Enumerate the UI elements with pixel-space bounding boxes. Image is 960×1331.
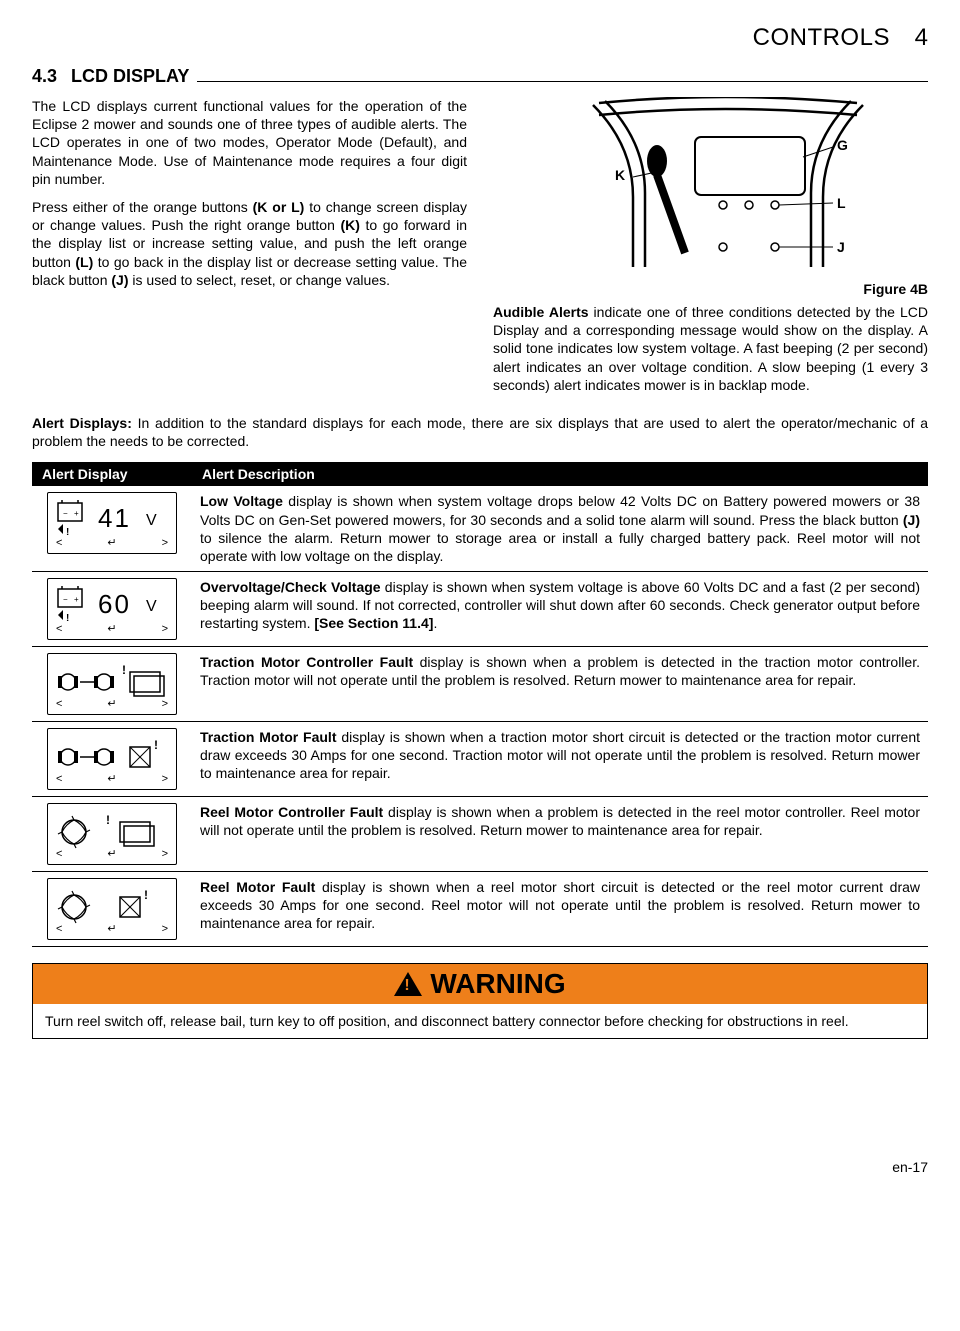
- chapter-number: 4: [915, 24, 928, 51]
- svg-text:+: +: [74, 595, 79, 604]
- section-title: 4.3 LCD DISPLAY: [32, 66, 928, 87]
- section-rule: [197, 81, 928, 82]
- table-row: ! <> ↵ Reel Motor Controller Fault displ…: [32, 797, 928, 872]
- table-row: ! <> ↵ Traction Motor Fault display is s…: [32, 722, 928, 797]
- lcd-icon: ! <> ↵: [47, 728, 177, 790]
- alerts-table: Alert Display Alert Description −+ ! 41 …: [32, 462, 928, 947]
- text-segment: In addition to the standard displays for…: [32, 415, 928, 449]
- alert-displays-bold: Alert Displays:: [32, 415, 132, 431]
- section-number: 4.3: [32, 66, 57, 87]
- button-ref-j: (J): [111, 272, 128, 288]
- alert-icon-cell: ! <> ↵: [32, 722, 192, 797]
- audible-alerts-bold: Audible Alerts: [493, 304, 589, 320]
- lcd-icon: ! <> ↵: [47, 653, 177, 715]
- svg-text:41: 41: [98, 503, 131, 533]
- section-heading: LCD DISPLAY: [71, 66, 189, 87]
- table-row: −+ ! 60 V <> ↵ Overvoltage/Check Voltage…: [32, 572, 928, 647]
- lcd-icon: ! <> ↵: [47, 803, 177, 865]
- svg-text:V: V: [146, 512, 157, 529]
- alert-description-cell: Reel Motor Fault display is shown when a…: [192, 872, 928, 947]
- figure-caption: Figure 4B: [493, 281, 928, 297]
- svg-text:!: !: [122, 663, 126, 677]
- alert-description-cell: Reel Motor Controller Fault display is s…: [192, 797, 928, 872]
- lcd-icon: −+ ! 41 V <> ↵: [47, 492, 177, 554]
- fig-label-j: J: [837, 239, 845, 255]
- page-header: CONTROLS 4: [32, 24, 928, 52]
- svg-text:!: !: [106, 813, 110, 827]
- alert-icon-cell: −+ ! 60 V <> ↵: [32, 572, 192, 647]
- button-ref-l: (L): [75, 254, 93, 270]
- table-row: ! <> ↵ Traction Motor Controller Fault d…: [32, 647, 928, 722]
- fig-label-g: G: [837, 137, 848, 153]
- warning-box: WARNING Turn reel switch off, release ba…: [32, 963, 928, 1039]
- warning-header: WARNING: [33, 964, 927, 1004]
- fig-label-l: L: [837, 195, 846, 211]
- svg-text:60: 60: [98, 589, 131, 619]
- alert-description-cell: Traction Motor Controller Fault display …: [192, 647, 928, 722]
- svg-text:+: +: [74, 509, 79, 518]
- col-header-display: Alert Display: [32, 462, 192, 486]
- text-segment: is used to select, reset, or change valu…: [129, 272, 390, 288]
- lcd-icon: ! <> ↵: [47, 878, 177, 940]
- svg-text:−: −: [63, 595, 68, 604]
- alert-displays-intro: Alert Displays: In addition to the stand…: [32, 414, 928, 450]
- chapter-name: CONTROLS: [753, 24, 890, 51]
- svg-text:−: −: [63, 509, 68, 518]
- alert-description-cell: Overvoltage/Check Voltage display is sho…: [192, 572, 928, 647]
- button-ref-k: (K): [340, 217, 359, 233]
- audible-alerts-paragraph: Audible Alerts indicate one of three con…: [493, 303, 928, 394]
- alert-description-cell: Traction Motor Fault display is shown wh…: [192, 722, 928, 797]
- svg-text:!: !: [154, 738, 158, 752]
- table-row: ! <> ↵ Reel Motor Fault display is shown…: [32, 872, 928, 947]
- alert-description-cell: Low Voltage display is shown when system…: [192, 486, 928, 571]
- table-row: −+ ! 41 V <> ↵ Low Voltage display is sh…: [32, 486, 928, 571]
- col-header-description: Alert Description: [192, 462, 928, 486]
- figure-4b: K G L J: [493, 97, 913, 277]
- warning-triangle-icon: [394, 972, 422, 996]
- alert-icon-cell: −+ ! 41 V <> ↵: [32, 486, 192, 571]
- lcd-icon: −+ ! 60 V <> ↵: [47, 578, 177, 640]
- alert-icon-cell: ! <> ↵: [32, 647, 192, 722]
- svg-text:V: V: [146, 598, 157, 615]
- fig-label-k: K: [615, 167, 625, 183]
- warning-body: Turn reel switch off, release bail, turn…: [33, 1004, 927, 1038]
- warning-title: WARNING: [430, 968, 565, 1000]
- intro-paragraph-2: Press either of the orange buttons (K or…: [32, 198, 467, 289]
- alert-icon-cell: ! <> ↵: [32, 872, 192, 947]
- alert-icon-cell: ! <> ↵: [32, 797, 192, 872]
- text-segment: Press either of the orange buttons: [32, 199, 253, 215]
- svg-text:!: !: [144, 888, 148, 902]
- button-ref-kl: (K or L): [253, 199, 305, 215]
- intro-paragraph-1: The LCD displays current functional valu…: [32, 97, 467, 188]
- page-number: en-17: [32, 1159, 928, 1175]
